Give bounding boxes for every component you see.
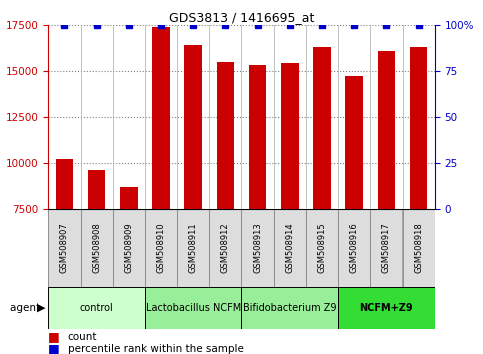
Text: GSM508911: GSM508911 (189, 222, 198, 273)
Bar (152, 27, 170, 209)
Bar (410, 47, 427, 209)
Bar (249, 65, 267, 209)
Text: percentile rank within the sample: percentile rank within the sample (68, 344, 243, 354)
Text: GSM508913: GSM508913 (253, 222, 262, 273)
Text: ■: ■ (48, 331, 60, 343)
Text: GSM508909: GSM508909 (124, 222, 133, 273)
Text: Bifidobacterium Z9: Bifidobacterium Z9 (243, 303, 337, 313)
Text: GSM508908: GSM508908 (92, 222, 101, 273)
Text: agent: agent (10, 303, 43, 313)
Bar (216, 62, 234, 209)
Bar (145, 287, 242, 329)
Bar (274, 209, 306, 287)
Text: GSM508918: GSM508918 (414, 222, 423, 273)
Text: NCFM+Z9: NCFM+Z9 (359, 303, 413, 313)
Bar (281, 63, 298, 209)
Text: GSM508915: GSM508915 (317, 222, 327, 273)
Bar (306, 209, 338, 287)
Text: GSM508907: GSM508907 (60, 222, 69, 273)
Bar (177, 209, 209, 287)
Bar (48, 287, 145, 329)
Bar (402, 209, 435, 287)
Text: GSM508912: GSM508912 (221, 222, 230, 273)
Bar (56, 159, 73, 209)
Bar (120, 187, 138, 209)
Bar (48, 209, 81, 287)
Bar (370, 209, 402, 287)
Bar (113, 209, 145, 287)
Bar (242, 287, 338, 329)
Text: Lactobacillus NCFM: Lactobacillus NCFM (145, 303, 241, 313)
Bar (145, 209, 177, 287)
Text: GSM508914: GSM508914 (285, 222, 294, 273)
Text: ▶: ▶ (37, 303, 46, 313)
Text: GSM508917: GSM508917 (382, 222, 391, 273)
Bar (88, 170, 105, 209)
Text: GSM508916: GSM508916 (350, 222, 359, 273)
Bar (242, 209, 274, 287)
Bar (185, 45, 202, 209)
Bar (338, 209, 370, 287)
Text: GSM508910: GSM508910 (156, 222, 166, 273)
Text: control: control (80, 303, 114, 313)
Bar (209, 209, 242, 287)
Bar (345, 76, 363, 209)
Bar (313, 47, 331, 209)
Bar (338, 287, 435, 329)
Bar (378, 51, 395, 209)
Title: GDS3813 / 1416695_at: GDS3813 / 1416695_at (169, 11, 314, 24)
Text: count: count (68, 332, 97, 342)
Text: ■: ■ (48, 342, 60, 354)
Bar (81, 209, 113, 287)
